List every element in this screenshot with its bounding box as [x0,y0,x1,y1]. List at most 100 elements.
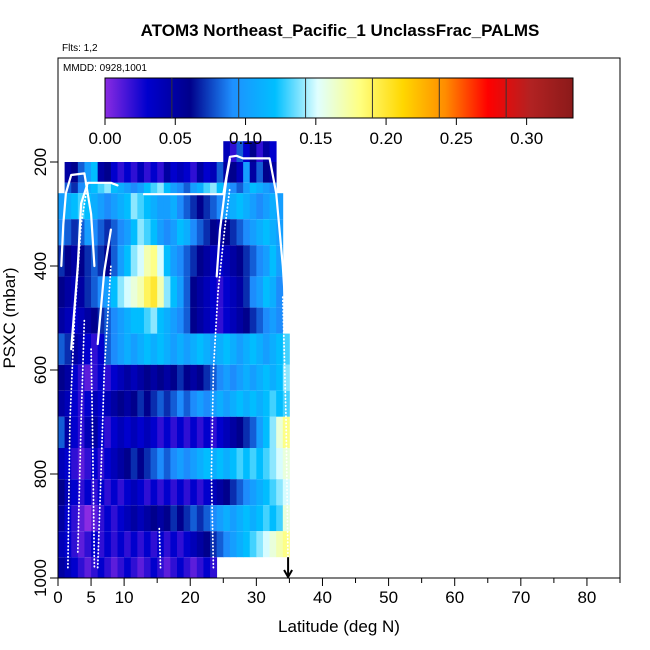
heatmap-cell [110,162,118,183]
heatmap-cell [256,448,264,480]
heatmap-cell [276,276,284,308]
heatmap-cell [203,307,211,334]
heatmap-cell [236,307,244,334]
heatmap-cell [210,307,218,334]
heatmap-cell [256,276,264,308]
heatmap-cell [276,333,284,365]
y-tick-label: 200 [31,148,50,176]
heatmap-cell [150,448,158,480]
heatmap-cell [282,505,290,532]
heatmap-cell [91,505,99,532]
heatmap-cell [124,193,132,220]
heatmap-cell [210,448,218,480]
heatmap-cell [163,245,171,277]
heatmap-cell [110,276,118,308]
heatmap-cell [71,448,79,480]
flight-track [90,348,96,569]
heatmap-cell [84,505,92,532]
heatmap-cell [216,333,224,365]
heatmap-cell [183,448,191,480]
heatmap-cell [276,245,284,277]
heatmap-cell [71,193,79,220]
heatmap-cell [124,162,132,183]
heatmap-cell [117,364,125,391]
heatmap-cell [104,479,112,506]
heatmap-cell [143,416,151,448]
heatmap-cell [150,505,158,532]
heatmap-cell [282,364,290,391]
flight-track [158,525,162,569]
heatmap-cell [249,390,257,417]
heatmap-cell [282,333,290,365]
heatmap-cell [64,448,72,480]
heatmap-cell [243,416,251,448]
heatmap-cell [170,531,178,558]
heatmap-cell [282,390,290,417]
heatmap-cell [203,245,211,277]
heatmap-cell [77,531,85,558]
heatmap-cell [124,219,132,246]
heatmap-cell [163,182,171,194]
heatmap [58,141,290,578]
flight-track [67,181,89,569]
x-axis-label: Latitude (deg N) [278,617,400,636]
heatmap-cell [143,276,151,308]
heatmap-cell [216,276,224,308]
heatmap-cell [124,245,132,277]
heatmap-cell [117,333,125,365]
heatmap-cell [229,307,237,334]
heatmap-cell [190,416,198,448]
heatmap-cell [163,307,171,334]
heatmap-cell [143,531,151,558]
heatmap-cell [256,505,264,532]
y-axis: 200 400 600 800 1000 [31,148,58,597]
heatmap-cell [196,531,204,558]
heatmap-cell [196,364,204,391]
heatmap-cell [196,479,204,506]
heatmap-cell [104,245,112,277]
x-tick-label: 0 [53,588,62,607]
heatmap-cell [150,364,158,391]
heatmap-cell [137,307,145,334]
heatmap-cell [64,219,72,246]
heatmap-cell [150,307,158,334]
heatmap-cell [262,182,270,194]
heatmap-cell [104,219,112,246]
heatmap-cell [77,307,85,334]
heatmap-cell [177,245,185,277]
heatmap-cell [223,219,231,246]
heatmap-cell [203,557,211,578]
heatmap-cell [177,479,185,506]
heatmap-cell [64,245,72,277]
heatmap-cell [130,307,138,334]
heatmap-cell [229,219,237,246]
heatmap-cell [143,162,151,183]
heatmap-cell [130,390,138,417]
heatmap-cell [223,182,231,194]
heatmap-cell [97,505,105,532]
heatmap-cell [137,245,145,277]
x-tick-label: 20 [181,588,200,607]
heatmap-cell [71,307,79,334]
heatmap-cell [236,390,244,417]
heatmap-cell [84,276,92,308]
heatmap-cell [190,557,198,578]
heatmap-cell [262,364,270,391]
heatmap-cell [163,219,171,246]
heatmap-cell [229,479,237,506]
colorbar-ticks: 0.00 0.05 0.10 0.15 0.20 0.25 0.30 [88,78,543,148]
colorbar-gradient [104,77,574,119]
heatmap-cell [249,219,257,246]
heatmap-cell [183,276,191,308]
heatmap-cell [124,416,132,448]
heatmap-cell [58,276,66,308]
heatmap-cell [97,364,105,391]
y-tick-label: 800 [31,460,50,488]
x-tick-label: 40 [313,588,332,607]
heatmap-cell [71,557,79,578]
heatmap-cell [276,531,284,558]
heatmap-cell [91,531,99,558]
heatmap-cell [117,448,125,480]
heatmap-cell [183,245,191,277]
heatmap-cell [104,333,112,365]
